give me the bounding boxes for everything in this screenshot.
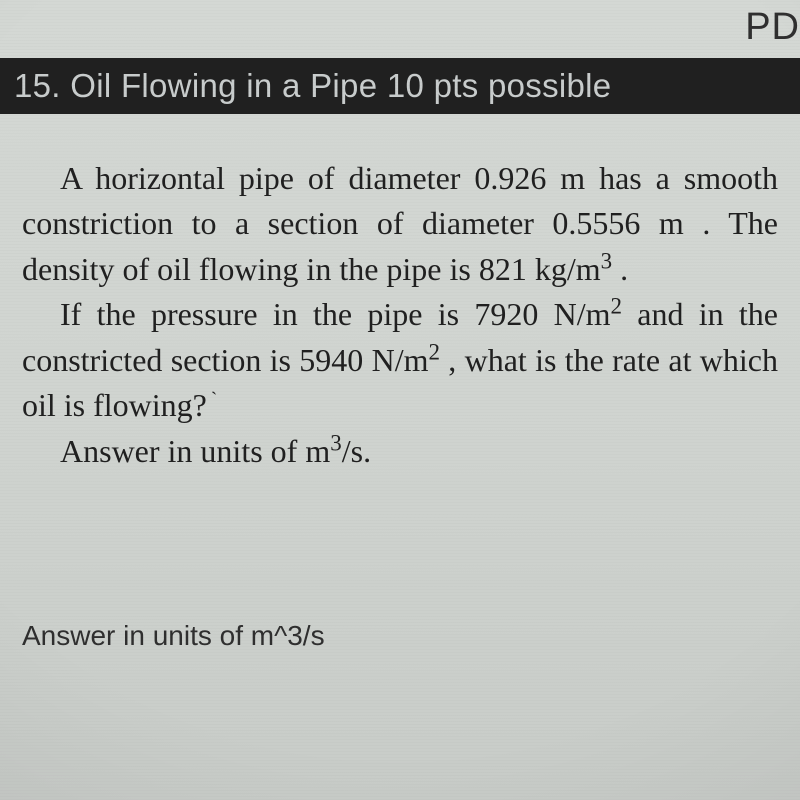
p2-a: If the pressure in the pipe is 7920 N/m: [60, 296, 611, 332]
problem-body: A horizontal pipe of diameter 0.926 m ha…: [22, 156, 778, 474]
stray-mark-icon: `: [211, 389, 217, 410]
screen-surface: PD 15. Oil Flowing in a Pipe 10 pts poss…: [0, 0, 800, 800]
p3-a: Answer in units of m: [60, 433, 330, 469]
problem-paragraph-3: Answer in units of m3/s.: [22, 429, 778, 474]
p1-tail: .: [612, 251, 628, 287]
p1-exp: 3: [601, 247, 613, 273]
p2-exp2: 2: [428, 338, 440, 364]
top-right-label: PD: [745, 6, 800, 49]
problem-paragraph-1: A horizontal pipe of diameter 0.926 m ha…: [22, 156, 778, 292]
problem-paragraph-2: If the pressure in the pipe is 7920 N/m2…: [22, 292, 778, 428]
p3-b: /s.: [342, 433, 371, 469]
p1-text: A horizontal pipe of diameter 0.926 m ha…: [22, 160, 778, 287]
question-title-text: 15. Oil Flowing in a Pipe 10 pts possibl…: [14, 67, 611, 105]
answer-units-prompt: Answer in units of m^3/s: [22, 620, 325, 652]
question-title-bar: 15. Oil Flowing in a Pipe 10 pts possibl…: [0, 58, 800, 114]
p3-exp: 3: [330, 429, 342, 455]
p2-exp1: 2: [611, 293, 623, 319]
